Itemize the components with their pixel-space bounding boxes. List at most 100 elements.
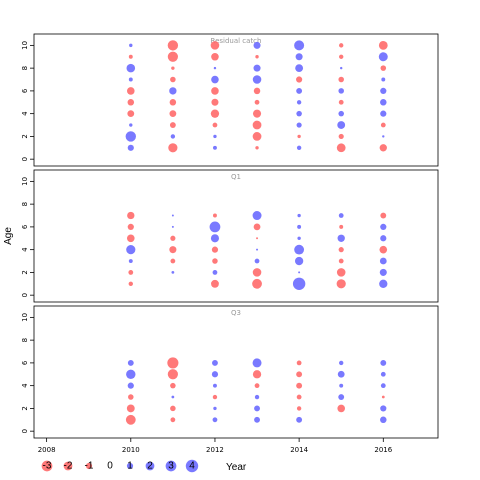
y-tick-label: 4 bbox=[21, 247, 29, 252]
residual-bubble bbox=[296, 122, 302, 128]
residual-bubble bbox=[295, 53, 303, 61]
x-tick-label: 2016 bbox=[374, 446, 392, 454]
x-tick-label: 2010 bbox=[122, 446, 140, 454]
residual-bubble bbox=[336, 143, 346, 153]
legend-label: -2 bbox=[64, 461, 73, 472]
residual-bubble bbox=[380, 122, 386, 128]
legend-label: -3 bbox=[43, 461, 52, 472]
residual-bubble bbox=[127, 211, 135, 220]
residual-bubble bbox=[296, 371, 303, 378]
legend-bubble bbox=[145, 461, 155, 471]
residual-bubble bbox=[126, 234, 135, 243]
legend-label: 3 bbox=[168, 461, 174, 472]
residual-bubble bbox=[380, 235, 387, 242]
residual-bubble bbox=[128, 77, 133, 82]
residual-bubble bbox=[296, 394, 302, 400]
residual-bubble bbox=[170, 258, 176, 264]
residual-bubble bbox=[211, 75, 219, 84]
residual-bubble bbox=[126, 63, 136, 73]
residual-bubble bbox=[380, 87, 387, 94]
residual-bubble bbox=[127, 382, 134, 389]
residual-bubble bbox=[171, 271, 175, 274]
residual-bubble bbox=[380, 110, 387, 117]
residual-bubble bbox=[338, 247, 344, 253]
residual-bubble bbox=[210, 109, 220, 118]
residual-bubble bbox=[256, 248, 259, 251]
residual-bubble bbox=[127, 110, 135, 118]
residual-bubble bbox=[379, 144, 387, 152]
residual-bubble bbox=[210, 41, 220, 50]
panel-title: Q3 bbox=[231, 309, 241, 317]
residual-bubble bbox=[212, 394, 218, 400]
y-tick-label: 6 bbox=[21, 88, 29, 93]
residual-bubble bbox=[169, 110, 177, 118]
y-tick-label: 6 bbox=[21, 360, 29, 365]
residual-bubble bbox=[337, 121, 346, 129]
residual-bubble bbox=[297, 224, 302, 229]
residual-bubble bbox=[212, 417, 218, 423]
residual-bubble bbox=[298, 271, 301, 274]
residual-bubble bbox=[126, 87, 135, 95]
residual-bubble bbox=[252, 109, 262, 118]
residual-bubble bbox=[296, 100, 302, 105]
legend-bubble bbox=[126, 462, 134, 470]
residual-bubble bbox=[380, 223, 387, 230]
residual-bubble bbox=[255, 146, 259, 150]
residual-bubble bbox=[339, 383, 344, 388]
residual-bubble bbox=[296, 360, 302, 366]
residual-bubble bbox=[211, 279, 219, 288]
residual-bubble bbox=[127, 223, 134, 230]
residual-bubble bbox=[254, 99, 260, 105]
x-tick-label: 2008 bbox=[38, 446, 56, 454]
y-tick-label: 10 bbox=[21, 41, 29, 50]
residual-bubble bbox=[252, 211, 262, 221]
residual-bubble bbox=[170, 134, 176, 139]
residual-bubble bbox=[339, 54, 344, 59]
residual-bubble bbox=[126, 369, 136, 379]
residual-bubble bbox=[378, 52, 388, 62]
residual-bubble bbox=[169, 122, 176, 128]
residual-bubble bbox=[213, 66, 217, 70]
residual-bubble bbox=[256, 237, 259, 240]
residual-bubble bbox=[336, 279, 346, 289]
residual-bubble bbox=[380, 359, 387, 366]
residual-bubble bbox=[336, 268, 346, 277]
residual-bubble bbox=[171, 214, 174, 217]
x-axis-label: Year bbox=[226, 462, 247, 473]
panel-title: Residual catch bbox=[211, 37, 262, 45]
residual-bubble bbox=[380, 212, 387, 219]
residual-bubble bbox=[296, 87, 303, 94]
residual-bubble bbox=[338, 88, 344, 94]
y-tick-label: 6 bbox=[21, 224, 29, 229]
legend-label: 1 bbox=[127, 461, 133, 472]
residual-bubble bbox=[252, 132, 262, 141]
residual-bubble bbox=[255, 55, 259, 59]
residual-bubble bbox=[129, 123, 133, 127]
legend-bubble bbox=[63, 461, 73, 471]
residual-bubble bbox=[297, 213, 301, 218]
residual-bubble bbox=[211, 246, 219, 253]
panel-title: Q1 bbox=[231, 173, 241, 181]
residual-bubble bbox=[379, 257, 387, 265]
residual-bubble bbox=[296, 110, 302, 117]
residual-bubble bbox=[212, 270, 218, 275]
residual-bubble bbox=[379, 245, 388, 254]
residual-bubble bbox=[379, 268, 387, 276]
legend-label: 0 bbox=[107, 461, 113, 472]
residual-bubble bbox=[169, 99, 177, 106]
residual-bubble bbox=[339, 43, 344, 48]
x-tick-label: 2014 bbox=[290, 446, 308, 454]
residual-bubble bbox=[338, 133, 344, 140]
residual-bubble bbox=[292, 277, 306, 290]
residual-bubble bbox=[380, 65, 387, 71]
residual-bubble bbox=[380, 405, 387, 412]
y-tick-label: 2 bbox=[21, 270, 29, 274]
residual-bubble bbox=[253, 41, 261, 49]
residual-bubble bbox=[338, 258, 344, 264]
residual-bubble bbox=[339, 224, 344, 229]
residual-bubble bbox=[252, 358, 262, 368]
residual-bubble bbox=[212, 145, 217, 150]
residual-bubble bbox=[254, 405, 260, 412]
residual-bubble bbox=[297, 236, 301, 240]
